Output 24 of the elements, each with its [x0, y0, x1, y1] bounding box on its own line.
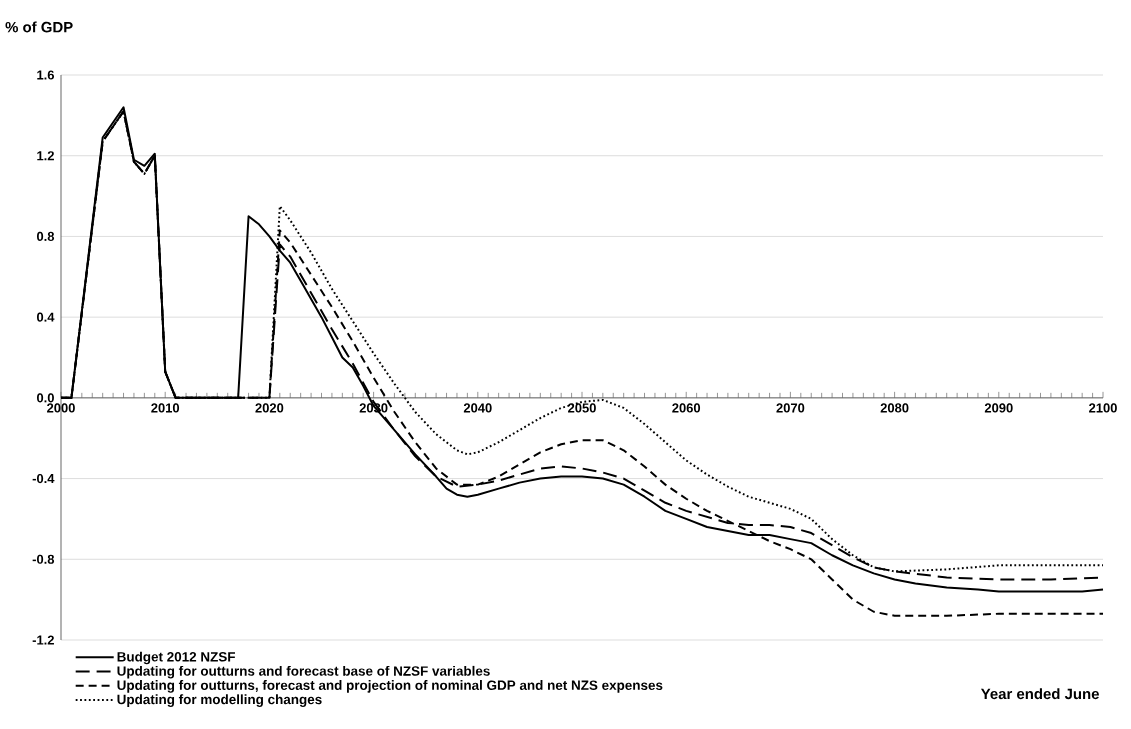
x-axis-title: Year ended June [980, 688, 1099, 700]
x-tick-label: 2080 [880, 403, 909, 413]
y-tick-label: -1.2 [32, 635, 54, 645]
legend-label: Updating for outturns and forecast base of NZSF variables [117, 665, 490, 679]
x-tick-label: 2020 [255, 403, 284, 413]
y-tick-label: -0.4 [32, 473, 55, 484]
legend-label: Budget 2012 NZSF [117, 651, 235, 665]
x-tick-label: 2000 [47, 403, 75, 413]
x-tick-label: 2010 [151, 403, 180, 413]
x-tick-label: 2040 [463, 403, 492, 413]
legend-label: Updating for modelling changes [117, 694, 322, 707]
y-tick-label: -0.8 [32, 554, 55, 564]
y-tick-label: 0.4 [36, 312, 55, 322]
x-tick-label: 2090 [984, 403, 1013, 413]
x-tick-label: 2060 [672, 403, 701, 413]
y-tick-label: 1.6 [37, 70, 55, 80]
x-tick-label: 2070 [776, 403, 805, 413]
x-tick-label: 2100 [1089, 403, 1117, 413]
legend-label: Updating for outturns, forecast and projection of nominal GDP and net NZS expenses [117, 680, 663, 693]
y-axis-title: % of GDP [5, 21, 73, 33]
y-tick-label: 0.0 [36, 393, 54, 403]
y-tick-label: 1.2 [37, 151, 54, 161]
x-tick-label: 2050 [568, 403, 596, 413]
y-tick-label: 0.8 [36, 231, 55, 242]
